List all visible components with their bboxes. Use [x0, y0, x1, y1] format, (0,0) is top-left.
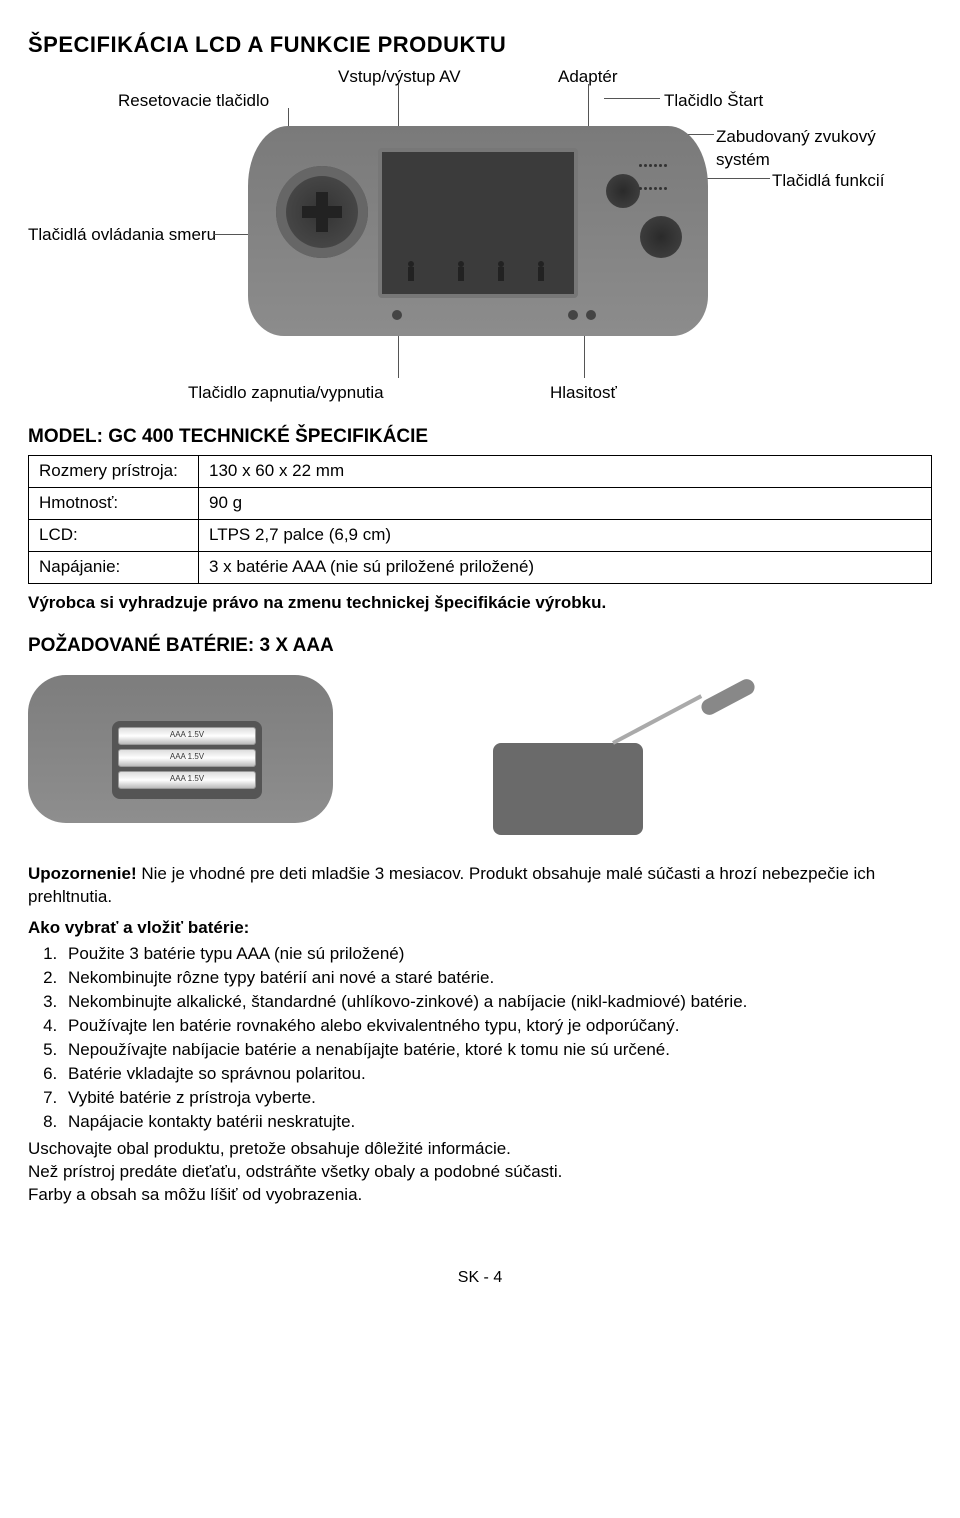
list-item: Nekombinujte rôzne typy batérií ani nové… [62, 967, 932, 990]
spec-value: 90 g [199, 488, 932, 520]
spec-value: 130 x 60 x 22 mm [199, 456, 932, 488]
howto-heading: Ako vybrať a vložiť batérie: [28, 917, 932, 940]
label-power-button: Tlačidlo zapnutia/vypnutia [188, 382, 384, 405]
label-sound-system: Zabudovaný zvukový systém [716, 126, 932, 172]
small-button-icon [392, 310, 402, 320]
warning-text: Nie je vhodné pre deti mladšie 3 mesiaco… [28, 864, 875, 906]
list-item: Používajte len batérie rovnakého alebo e… [62, 1015, 932, 1038]
screwdriver-icon [613, 681, 763, 771]
manufacturer-note: Výrobca si vyhradzuje právo na zmenu tec… [28, 592, 932, 615]
label-av-io: Vstup/výstup AV [338, 66, 461, 89]
tail-paragraph: Farby a obsah sa môžu líšiť od vyobrazen… [28, 1184, 932, 1207]
battery-illustrations: AAA 1.5V AAA 1.5V AAA 1.5V [28, 671, 932, 841]
model-heading: MODEL: GC 400 TECHNICKÉ ŠPECIFIKÁCIE [28, 424, 932, 450]
table-row: LCD: LTPS 2,7 palce (6,9 cm) [29, 520, 932, 552]
device-front-illustration [248, 126, 708, 336]
battery-cell-icon: AAA 1.5V [118, 749, 256, 767]
table-row: Rozmery prístroja: 130 x 60 x 22 mm [29, 456, 932, 488]
spec-value: LTPS 2,7 palce (6,9 cm) [199, 520, 932, 552]
spec-value: 3 x batérie AAA (nie sú priložené prilož… [199, 552, 932, 584]
label-reset: Resetovacie tlačidlo [118, 90, 269, 113]
dpad-cross-icon [302, 192, 342, 232]
spec-label: Hmotnosť: [29, 488, 199, 520]
warning-paragraph: Upozornenie! Nie je vhodné pre deti mlad… [28, 863, 932, 909]
battery-cell-icon: AAA 1.5V [118, 771, 256, 789]
small-button-icon [586, 310, 596, 320]
page-title: ŠPECIFIKÁCIA LCD A FUNKCIE PRODUKTU [28, 30, 932, 60]
list-item: Použite 3 batérie typu AAA (nie sú prilo… [62, 943, 932, 966]
list-item: Nekombinujte alkalické, štandardné (uhlí… [62, 991, 932, 1014]
spec-table: Rozmery prístroja: 130 x 60 x 22 mm Hmot… [28, 455, 932, 584]
label-start: Tlačidlo Štart [664, 90, 763, 113]
tail-paragraph: Uschovajte obal produktu, pretože obsahu… [28, 1138, 932, 1161]
list-item: Batérie vkladajte so správnou polaritou. [62, 1063, 932, 1086]
device-back-illustration: AAA 1.5V AAA 1.5V AAA 1.5V [28, 675, 333, 823]
action-button-a-icon [640, 216, 682, 258]
speaker-grille-icon [638, 152, 674, 168]
tail-paragraph: Než prístroj predáte dieťaťu, odstráňte … [28, 1161, 932, 1184]
instruction-list: Použite 3 batérie typu AAA (nie sú prilo… [28, 943, 932, 1134]
list-item: Vybité batérie z prístroja vyberte. [62, 1087, 932, 1110]
spec-label: Napájanie: [29, 552, 199, 584]
device-diagram: Resetovacie tlačidlo Vstup/výstup AV Ada… [28, 66, 932, 406]
label-volume: Hlasitosť [550, 382, 617, 405]
label-function-buttons: Tlačidlá funkcií [772, 170, 884, 193]
battery-compartment-icon: AAA 1.5V AAA 1.5V AAA 1.5V [112, 721, 262, 799]
spec-label: Rozmery prístroja: [29, 456, 199, 488]
screwdriver-illustration [453, 671, 753, 841]
spec-label: LCD: [29, 520, 199, 552]
page-footer: SK - 4 [28, 1267, 932, 1289]
list-item: Napájacie kontakty batérii neskratujte. [62, 1111, 932, 1134]
small-button-icon [568, 310, 578, 320]
battery-cell-icon: AAA 1.5V [118, 727, 256, 745]
label-direction-buttons: Tlačidlá ovládania smeru [28, 224, 216, 247]
list-item: Nepoužívajte nabíjacie batérie a nenabíj… [62, 1039, 932, 1062]
device-screen [378, 148, 578, 298]
action-button-b-icon [606, 174, 640, 208]
warning-lead: Upozornenie! [28, 864, 137, 883]
table-row: Hmotnosť: 90 g [29, 488, 932, 520]
table-row: Napájanie: 3 x batérie AAA (nie sú prilo… [29, 552, 932, 584]
batteries-heading: POŽADOVANÉ BATÉRIE: 3 X AAA [28, 633, 932, 659]
